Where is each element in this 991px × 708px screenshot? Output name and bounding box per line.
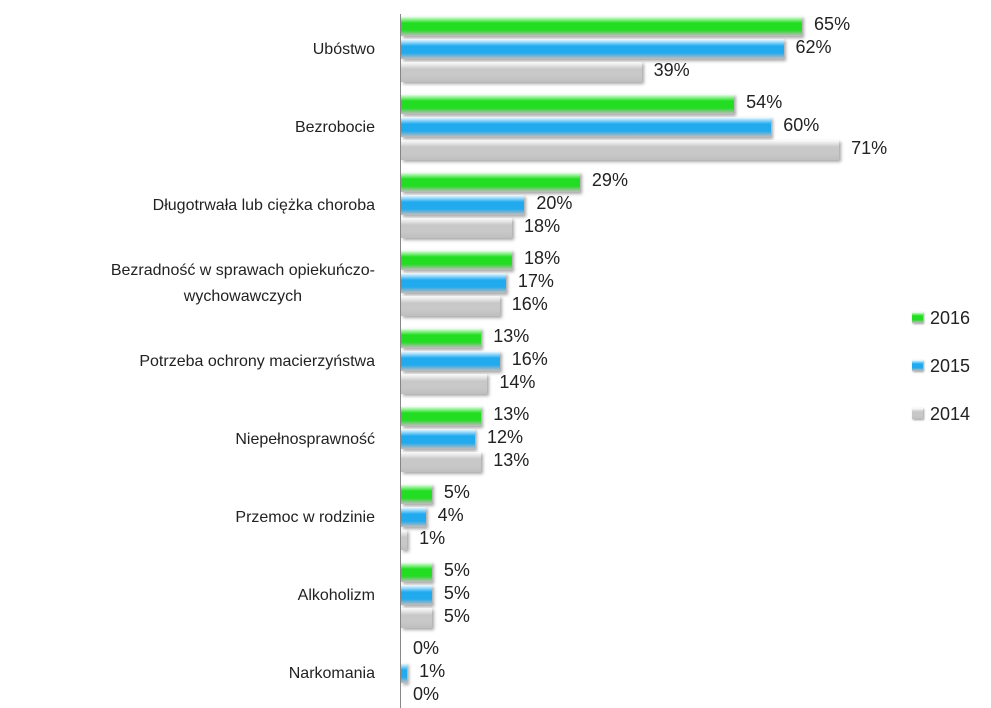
data-label: 29% [591, 170, 628, 190]
data-label: 17% [517, 271, 554, 291]
data-label: 5% [443, 606, 470, 626]
bar [401, 140, 840, 160]
category-label: Długotrwała lub ciężka choroba [152, 197, 375, 214]
data-label: 60% [783, 115, 820, 135]
bar [401, 328, 482, 348]
bar [401, 273, 506, 293]
data-label: 13% [493, 450, 530, 470]
category-label: Ubóstwo [312, 41, 375, 58]
data-label: 39% [653, 60, 690, 80]
data-label: 1% [419, 661, 446, 681]
data-label: 4% [437, 505, 464, 525]
bar [401, 296, 500, 316]
bar [401, 406, 482, 426]
data-label: 12% [487, 427, 524, 447]
data-label: 62% [795, 37, 832, 57]
category-label: Bezradność w sprawach opiekuńczo- wychow… [110, 262, 375, 305]
bar [401, 195, 525, 215]
bar [401, 172, 580, 192]
category-label: Narkomania [288, 665, 375, 682]
bar [401, 608, 432, 628]
bar [401, 250, 513, 270]
bar [401, 351, 500, 371]
data-label: 71% [851, 138, 888, 158]
legend-label: 2014 [930, 404, 971, 424]
legend-label: 2016 [930, 308, 971, 328]
data-label: 16% [511, 349, 548, 369]
legend-label: 2015 [930, 356, 971, 376]
data-label: 18% [524, 248, 561, 268]
data-label: 5% [443, 482, 470, 502]
bar [401, 484, 432, 504]
data-label: 54% [746, 92, 783, 112]
data-label: 0% [413, 684, 440, 704]
data-label: 13% [493, 404, 530, 424]
category-label: Niepełnosprawność [235, 431, 375, 448]
data-label: 5% [443, 583, 470, 603]
bar [401, 62, 642, 82]
bar [401, 16, 803, 36]
category-label: Potrzeba ochrony macierzyństwa [139, 353, 375, 370]
category-axis [400, 14, 401, 708]
data-label: 16% [511, 294, 548, 314]
bar [401, 530, 408, 550]
category-label: Bezrobocie [294, 119, 375, 136]
data-label: 13% [493, 326, 530, 346]
bar [401, 585, 432, 605]
bar [401, 117, 772, 137]
legend-swatch [912, 408, 923, 419]
bar [401, 374, 488, 394]
bar [401, 507, 426, 527]
bar [401, 663, 408, 683]
data-label: 5% [443, 560, 470, 580]
bar [401, 39, 784, 59]
bar [401, 562, 432, 582]
legend-swatch [912, 360, 923, 371]
category-label: Przemoc w rodzinie [235, 509, 375, 526]
data-label: 14% [499, 372, 536, 392]
bar [401, 429, 476, 449]
legend-swatch [912, 312, 923, 323]
data-label: 0% [413, 638, 440, 658]
bar [401, 452, 482, 472]
bar [401, 94, 735, 114]
data-label: 1% [419, 528, 446, 548]
data-label: 20% [536, 193, 573, 213]
category-label: Alkoholizm [297, 587, 375, 604]
data-label: 65% [814, 14, 851, 34]
data-label: 18% [524, 216, 561, 236]
bar [401, 218, 513, 238]
